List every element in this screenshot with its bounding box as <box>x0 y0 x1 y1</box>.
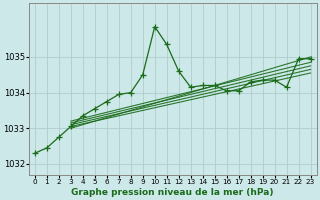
X-axis label: Graphe pression niveau de la mer (hPa): Graphe pression niveau de la mer (hPa) <box>71 188 274 197</box>
